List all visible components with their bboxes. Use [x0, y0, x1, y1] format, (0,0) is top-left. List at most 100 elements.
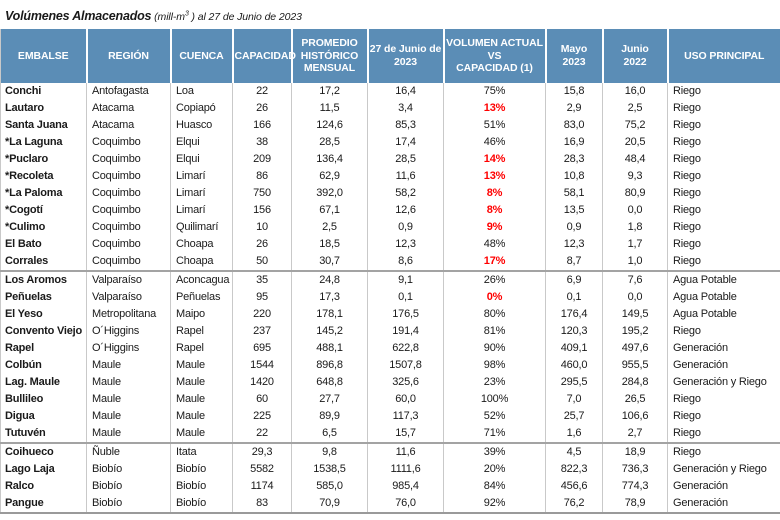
cell-junio-2022: 75,2: [602, 117, 668, 134]
column-header-embalse: EMBALSE: [0, 29, 87, 83]
cell-embalse: Conchi: [0, 83, 87, 100]
cell-region: O´Higgins: [86, 340, 171, 357]
cell-volumen-actual-vs-capacidad: 81%: [443, 323, 546, 340]
reservoir-table: EMBALSE REGIÓN CUENCA CAPACIDAD PROMEDIO HIST…: [0, 29, 780, 514]
cell-region: Ñuble: [86, 442, 171, 461]
cell-volumen-actual-vs-capacidad: 13%: [443, 100, 546, 117]
cell-27-junio-2023: 17,4: [367, 134, 444, 151]
cell-volumen-actual-vs-capacidad: 14%: [443, 151, 546, 168]
cell-volumen-actual-vs-capacidad: 51%: [443, 117, 546, 134]
cell-cuenca: Huasco: [170, 117, 233, 134]
cell-uso-principal: Riego: [673, 170, 701, 182]
cell-embalse: Colbún: [0, 357, 87, 374]
cell-junio-2022: 955,5: [602, 357, 668, 374]
cell-mayo-2023: 6,9: [545, 270, 603, 289]
cell-junio-2022: 736,3: [602, 461, 668, 478]
cell-region: Antofagasta: [86, 83, 171, 100]
cell-cuenca: Limarí: [170, 185, 233, 202]
table-row: Peñuelas Valparaíso Peñuelas 95 17,3 0,1 0% 0,1…: [0, 289, 780, 306]
cell-cuenca: Copiapó: [170, 100, 233, 117]
table-row: Tutuvén Maule Maule 22 6,5 15,7 71% 1,6 2,7 Riego: [0, 425, 780, 443]
cell-mayo-2023: 15,8: [545, 83, 603, 100]
cell-27-junio-2023: 117,3: [367, 408, 444, 425]
cell-volumen-actual-vs-capacidad: 23%: [443, 374, 546, 391]
cell-embalse: Convento Viejo: [0, 323, 87, 340]
cell-promedio-historico-mensual: 11,5: [291, 100, 368, 117]
cell-embalse: Corrales: [0, 253, 87, 271]
cell-volumen-actual-vs-capacidad: 48%: [443, 236, 546, 253]
table-row: Santa Juana Atacama Huasco 166 124,6 85,3 51% 8…: [0, 117, 780, 134]
cell-mayo-2023: 409,1: [545, 340, 603, 357]
cell-junio-2022: 18,9: [602, 442, 668, 461]
column-header-capacidad: CAPACIDAD: [231, 29, 296, 83]
cell-volumen-actual-vs-capacidad: 90%: [443, 340, 546, 357]
cell-mayo-2023: 58,1: [545, 185, 603, 202]
table-row: El Yeso Metropolitana Maipo 220 178,1 176,5 80…: [0, 306, 780, 323]
cell-region: Coquimbo: [86, 134, 171, 151]
cell-27-junio-2023: 985,4: [367, 478, 444, 495]
cell-embalse: *La Laguna: [0, 134, 87, 151]
cell-27-junio-2023: 3,4: [367, 100, 444, 117]
cell-embalse: *Culimo: [0, 219, 87, 236]
cell-volumen-actual-vs-capacidad: 8%: [443, 185, 546, 202]
cell-cuenca: Maule: [170, 391, 233, 408]
cell-uso-principal: Generación: [673, 342, 728, 354]
cell-junio-2022: 48,4: [602, 151, 668, 168]
cell-promedio-historico-mensual: 392,0: [291, 185, 368, 202]
cell-volumen-actual-vs-capacidad: 92%: [443, 495, 546, 513]
cell-volumen-actual-vs-capacidad: 20%: [443, 461, 546, 478]
table-row: Conchi Antofagasta Loa 22 17,2 16,4 75% 15,8 16,…: [0, 83, 780, 100]
cell-embalse: Coihueco: [0, 442, 87, 461]
cell-junio-2022: 195,2: [602, 323, 668, 340]
cell-volumen-actual-vs-capacidad: 100%: [443, 391, 546, 408]
cell-cuenca: Limarí: [170, 202, 233, 219]
cell-uso-principal: Generación: [673, 480, 728, 492]
page-title: Volúmenes Almacenados (mill-m3 ) al 27 d…: [0, 0, 780, 29]
cell-27-junio-2023: 1111,6: [367, 461, 444, 478]
cell-cuenca: Maule: [170, 357, 233, 374]
cell-mayo-2023: 13,5: [545, 202, 603, 219]
cell-cuenca: Loa: [170, 83, 233, 100]
table-row: Digua Maule Maule 225 89,9 117,3 52% 25,7 106,6 R…: [0, 408, 780, 425]
cell-junio-2022: 80,9: [602, 185, 668, 202]
title-unit: (mill-m3 ) al 27 de Junio de 2023: [151, 10, 302, 24]
cell-embalse: Bullileo: [0, 391, 87, 408]
table-row: Lautaro Atacama Copiapó 26 11,5 3,4 13% 2,9 2,5 R…: [0, 100, 780, 117]
cell-27-junio-2023: 325,6: [367, 374, 444, 391]
cell-capacidad: 22: [232, 83, 292, 100]
cell-embalse: Ralco: [0, 478, 87, 495]
cell-capacidad: 156: [232, 202, 292, 219]
cell-volumen-actual-vs-capacidad: 52%: [443, 408, 546, 425]
cell-embalse: El Yeso: [0, 306, 87, 323]
cell-27-junio-2023: 9,1: [367, 270, 444, 289]
cell-cuenca: Elqui: [170, 134, 233, 151]
cell-embalse: Lago Laja: [0, 461, 87, 478]
column-header-promedio-historico-mensual: PROMEDIO HISTÓRICO MENSUAL: [290, 29, 368, 83]
cell-mayo-2023: 4,5: [545, 442, 603, 461]
cell-promedio-historico-mensual: 24,8: [291, 270, 368, 289]
cell-junio-2022: 149,5: [602, 306, 668, 323]
cell-junio-2022: 2,7: [602, 425, 668, 443]
cell-uso-principal: Generación: [673, 359, 728, 371]
cell-promedio-historico-mensual: 1538,5: [291, 461, 368, 478]
cell-promedio-historico-mensual: 178,1: [291, 306, 368, 323]
cell-capacidad: 35: [232, 270, 292, 289]
cell-27-junio-2023: 8,6: [367, 253, 444, 271]
cell-uso-principal: Riego: [673, 102, 701, 114]
cell-27-junio-2023: 191,4: [367, 323, 444, 340]
cell-promedio-historico-mensual: 124,6: [291, 117, 368, 134]
cell-volumen-actual-vs-capacidad: 98%: [443, 357, 546, 374]
table-row: *Culimo Coquimbo Quilimarí 10 2,5 0,9 9% 0,9 1,8…: [0, 219, 780, 236]
cell-cuenca: Choapa: [170, 236, 233, 253]
cell-embalse: Peñuelas: [0, 289, 87, 306]
cell-cuenca: Maule: [170, 374, 233, 391]
table-row: *Recoleta Coquimbo Limarí 86 62,9 11,6 13% 10,8…: [0, 168, 780, 185]
cell-uso-principal: Riego: [673, 153, 701, 165]
cell-uso-principal: Riego: [673, 410, 701, 422]
cell-embalse: Pangue: [0, 495, 87, 513]
cell-region: Biobío: [86, 461, 171, 478]
cell-promedio-historico-mensual: 136,4: [291, 151, 368, 168]
cell-promedio-historico-mensual: 17,2: [291, 83, 368, 100]
cell-region: Metropolitana: [86, 306, 171, 323]
cell-embalse: Lag. Maule: [0, 374, 87, 391]
